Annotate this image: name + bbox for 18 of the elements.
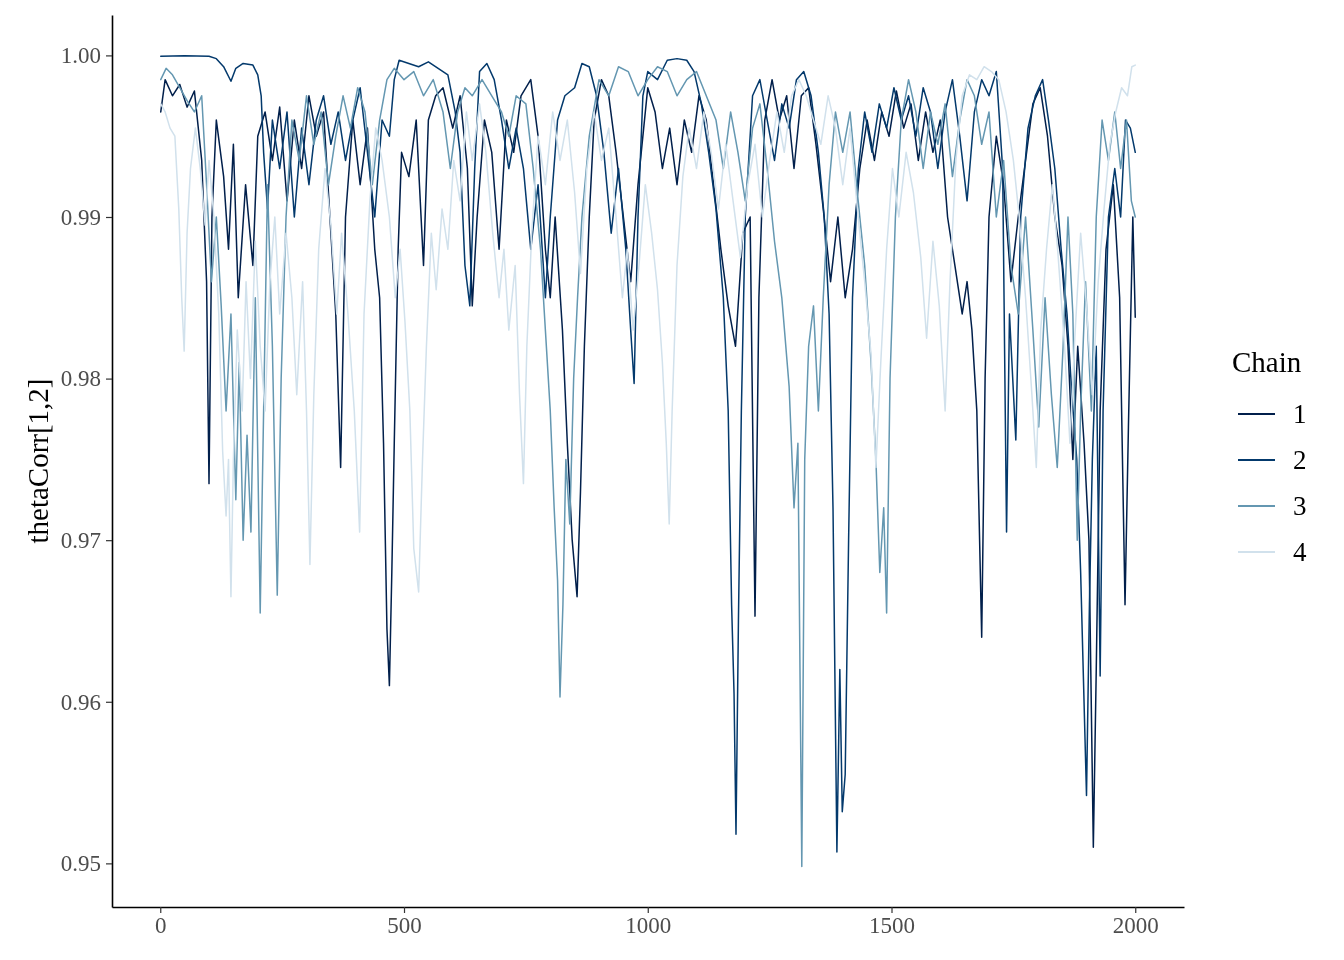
y-tick-label: 0.95 [60, 851, 101, 877]
x-tick-label: 0 [155, 913, 167, 939]
y-tick-label: 0.97 [60, 528, 101, 554]
x-tick-label: 1000 [625, 913, 672, 939]
y-tick-label: 0.99 [60, 204, 101, 230]
x-tick-label: 2000 [1112, 913, 1159, 939]
x-tick-label: 1500 [869, 913, 915, 939]
legend-label: 3 [1293, 491, 1307, 521]
y-tick-label: 1.00 [60, 43, 101, 69]
y-tick-label: 0.98 [60, 366, 101, 392]
y-axis-title: thetaCorr[1,2] [22, 378, 54, 544]
y-tick-label: 0.96 [60, 689, 101, 715]
line-series [160, 64, 1136, 598]
legend-label: 2 [1293, 445, 1307, 475]
legend-label: 4 [1293, 537, 1307, 567]
legend-label: 1 [1293, 399, 1307, 429]
x-tick-label: 500 [387, 913, 422, 939]
legend-title: Chain [1232, 346, 1302, 378]
